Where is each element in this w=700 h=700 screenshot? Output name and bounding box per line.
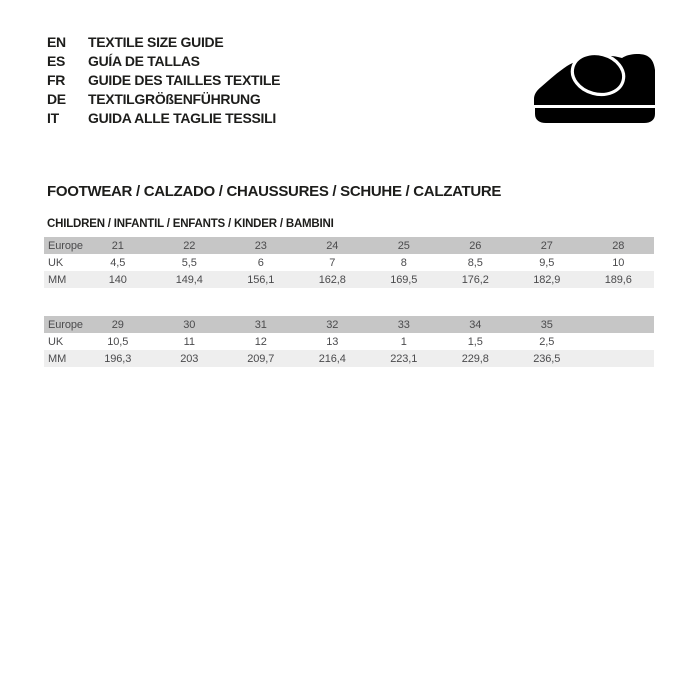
- language-row-en: EN TEXTILE SIZE GUIDE: [47, 33, 280, 52]
- size-table-children-1: Europe 21 22 23 24 25 26 27 28 UK 4,5 5,5 6 7 8 8,5 9,5 1…: [44, 237, 654, 288]
- size-cell: 8: [400, 256, 407, 269]
- language-row-es: ES GUÍA DE TALLAS: [47, 52, 280, 71]
- size-table-children-2: Europe 29 30 31 32 33 34 35 UK 10,5 11 12 13 1 1,5 2,5 M…: [44, 316, 654, 367]
- row-label: MM: [48, 352, 67, 365]
- language-row-it: IT GUIDA ALLE TAGLIE TESSILI: [47, 109, 280, 128]
- size-cell: 1: [400, 335, 407, 348]
- language-code: DE: [47, 91, 66, 107]
- size-cell: 1,5: [467, 335, 483, 348]
- language-list: EN TEXTILE SIZE GUIDE ES GUÍA DE TALLAS …: [47, 33, 280, 128]
- row-label: MM: [48, 273, 67, 286]
- language-title: TEXTILE SIZE GUIDE: [88, 34, 224, 50]
- language-title: GUIDA ALLE TAGLIE TESSILI: [88, 110, 276, 126]
- size-cell: 229,8: [461, 352, 489, 365]
- children-shoe-icon: [534, 51, 657, 124]
- size-cell: 10: [612, 256, 625, 269]
- size-cell: 31: [254, 318, 267, 331]
- size-cell: 156,1: [247, 273, 275, 286]
- size-table-row-mm: MM 196,3 203 209,7 216,4 223,1 229,8 236,5: [44, 350, 654, 367]
- size-cell: 30: [183, 318, 196, 331]
- language-title: TEXTILGRÖßENFÜHRUNG: [88, 91, 261, 107]
- size-cell: 32: [326, 318, 339, 331]
- size-cell: 27: [540, 239, 553, 252]
- row-label: UK: [48, 256, 64, 269]
- language-title: GUIDE DES TAILLES TEXTILE: [88, 72, 281, 88]
- size-cell: 35: [540, 318, 553, 331]
- size-cell: 23: [254, 239, 267, 252]
- size-table-row-uk: UK 10,5 11 12 13 1 1,5 2,5: [44, 333, 654, 350]
- size-cell: 7: [329, 256, 336, 269]
- size-cell: 236,5: [533, 352, 561, 365]
- language-code: IT: [47, 110, 59, 126]
- size-cell: 22: [183, 239, 196, 252]
- shoe-icon-svg: [534, 51, 655, 123]
- size-table-row-europe: Europe 29 30 31 32 33 34 35: [44, 316, 654, 333]
- size-cell: 24: [326, 239, 339, 252]
- size-cell: 189,6: [604, 273, 632, 286]
- size-cell: 12: [254, 335, 267, 348]
- size-cell: 28: [612, 239, 625, 252]
- size-cell: 33: [397, 318, 410, 331]
- size-cell: 5,5: [181, 256, 197, 269]
- size-cell: 209,7: [247, 352, 275, 365]
- size-table-row-uk: UK 4,5 5,5 6 7 8 8,5 9,5 10: [44, 254, 654, 271]
- size-cell: 162,8: [318, 273, 346, 286]
- section-subtitle-children: CHILDREN / INFANTIL / ENFANTS / KINDER /…: [47, 218, 334, 230]
- size-cell: 216,4: [318, 352, 346, 365]
- size-cell: 4,5: [110, 256, 126, 269]
- size-cell: 26: [469, 239, 482, 252]
- size-cell: 10,5: [107, 335, 129, 348]
- size-cell: 176,2: [461, 273, 489, 286]
- size-cell: 169,5: [390, 273, 418, 286]
- size-cell: 2,5: [539, 335, 555, 348]
- language-row-fr: FR GUIDE DES TAILLES TEXTILE: [47, 71, 280, 90]
- language-code: ES: [47, 53, 66, 69]
- size-cell: 9,5: [539, 256, 555, 269]
- row-label: UK: [48, 335, 64, 348]
- size-cell: 140: [108, 273, 127, 286]
- size-table-row-europe: Europe 21 22 23 24 25 26 27 28: [44, 237, 654, 254]
- size-cell: 203: [180, 352, 199, 365]
- size-cell: 34: [469, 318, 482, 331]
- size-cell: 29: [111, 318, 124, 331]
- size-cell: 25: [397, 239, 410, 252]
- size-cell: 182,9: [533, 273, 561, 286]
- language-code: FR: [47, 72, 66, 88]
- size-cell: 149,4: [175, 273, 203, 286]
- size-cell: 196,3: [104, 352, 132, 365]
- size-cell: 11: [183, 335, 195, 348]
- row-label: Europe: [48, 318, 83, 331]
- section-title-footwear: FOOTWEAR / CALZADO / CHAUSSURES / SCHUHE…: [47, 183, 502, 200]
- size-cell: 13: [326, 335, 339, 348]
- size-cell: 223,1: [390, 352, 418, 365]
- size-cell: 21: [111, 239, 124, 252]
- language-code: EN: [47, 34, 66, 50]
- language-title: GUÍA DE TALLAS: [88, 53, 200, 69]
- size-cell: 8,5: [467, 256, 483, 269]
- size-cell: 6: [257, 256, 264, 269]
- language-row-de: DE TEXTILGRÖßENFÜHRUNG: [47, 90, 280, 109]
- row-label: Europe: [48, 239, 83, 252]
- size-table-row-mm: MM 140 149,4 156,1 162,8 169,5 176,2 182,9 189,6: [44, 271, 654, 288]
